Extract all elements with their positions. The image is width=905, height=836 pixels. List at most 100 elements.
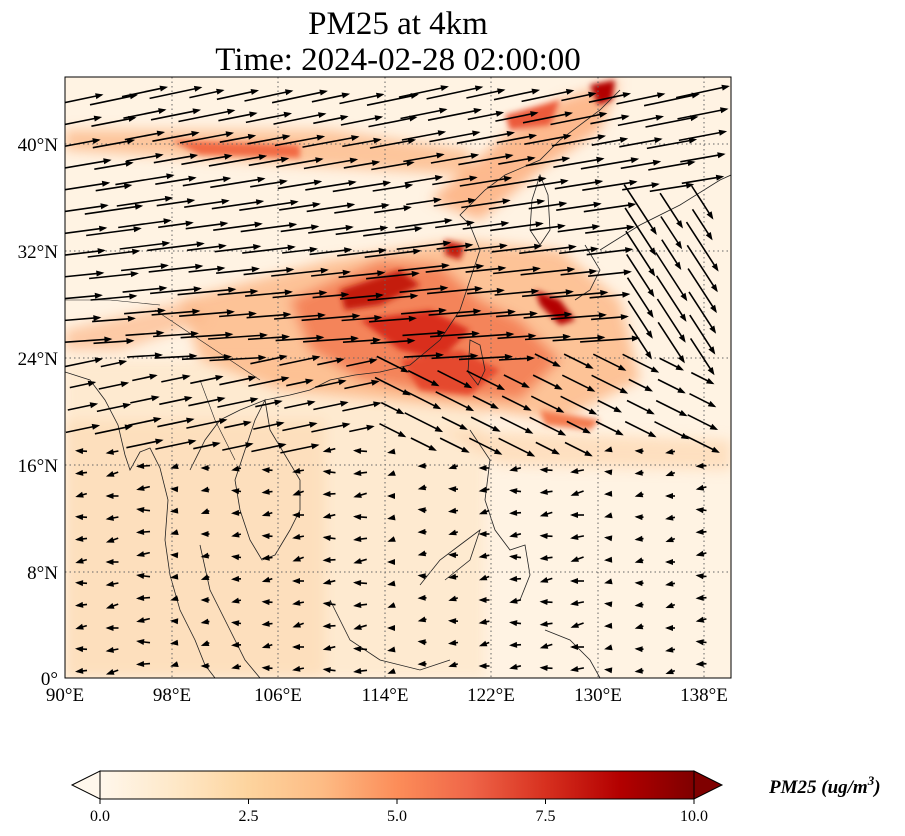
wind-arrow xyxy=(177,288,235,296)
wind-arrow-head xyxy=(200,618,209,625)
wind-arrow xyxy=(402,331,444,337)
wind-arrow xyxy=(398,86,448,98)
wind-arrow xyxy=(550,112,606,126)
wind-arrow-head xyxy=(387,493,395,499)
wind-arrow-head xyxy=(312,355,321,362)
wind-arrow-head xyxy=(408,315,417,322)
wind-arrow-head xyxy=(94,357,103,364)
wind-arrow-head xyxy=(404,182,414,189)
wind-arrow-head xyxy=(448,618,457,625)
wind-arrow-head xyxy=(448,529,457,536)
wind-arrow-head xyxy=(348,180,357,186)
wind-arrow xyxy=(525,157,569,167)
wind-arrow-head xyxy=(322,579,332,585)
wind-arrow xyxy=(648,161,694,171)
wind-arrow-head xyxy=(353,624,362,630)
wind-arrow-head xyxy=(634,535,643,542)
wind-arrow xyxy=(126,439,162,449)
wind-arrow-head xyxy=(170,661,179,667)
wind-arrow-head xyxy=(501,220,510,227)
wind-arrow-head xyxy=(470,353,479,360)
wind-arrow-head xyxy=(478,618,487,625)
wind-arrow-head xyxy=(105,647,114,653)
wind-arrow-head xyxy=(261,488,270,495)
wind-arrow xyxy=(496,134,536,144)
wind-arrow xyxy=(148,265,202,273)
wind-arrow xyxy=(559,247,597,255)
wind-arrow xyxy=(179,311,233,317)
wind-arrow-head xyxy=(366,424,375,431)
wind-arrow-head xyxy=(287,244,296,251)
wind-arrow-head xyxy=(101,180,111,187)
wind-arrow-head xyxy=(434,175,444,181)
wind-arrow-head xyxy=(568,244,577,251)
wind-arrow xyxy=(180,333,232,339)
wind-arrow-head xyxy=(353,470,362,476)
wind-arrow xyxy=(280,225,318,233)
wind-arrow-head xyxy=(105,581,114,587)
wind-arrow-head xyxy=(387,470,396,476)
wind-arrow xyxy=(367,295,417,301)
wind-arrow-head xyxy=(282,134,291,141)
wind-arrow-head xyxy=(93,315,102,322)
wind-arrow-head xyxy=(378,247,387,254)
wind-arrow-head xyxy=(528,333,537,340)
wind-arrow-head xyxy=(428,444,437,451)
wind-arrow-head xyxy=(509,575,518,582)
wind-arrow-head xyxy=(570,512,578,518)
wind-arrow-head xyxy=(604,469,613,476)
wind-arrow-head xyxy=(200,531,209,537)
wind-arrow-head xyxy=(94,292,103,299)
wind-arrow xyxy=(187,244,225,252)
wind-arrow-head xyxy=(539,621,548,627)
wind-arrow xyxy=(209,356,265,362)
wind-arrow-head xyxy=(634,448,643,455)
wind-arrow-head xyxy=(344,247,353,254)
wind-arrow-head xyxy=(105,559,114,565)
wind-arrow-head xyxy=(292,512,300,518)
wind-arrow xyxy=(275,336,323,342)
wind-arrow xyxy=(245,291,291,297)
wind-arrow-head xyxy=(350,335,359,342)
wind-arrow-head xyxy=(231,488,240,495)
wind-arrow-head xyxy=(225,131,234,138)
wind-arrow-head xyxy=(507,309,516,316)
wind-arrow-head xyxy=(496,287,505,294)
wind-arrow-head xyxy=(651,182,660,189)
wind-arrow xyxy=(271,269,327,277)
wind-arrow-head xyxy=(413,248,422,255)
wind-arrow-head xyxy=(539,643,549,649)
wind-arrow-head xyxy=(75,580,84,587)
wind-arrow xyxy=(250,355,286,365)
wind-arrow xyxy=(685,435,719,453)
wind-arrow-head xyxy=(351,135,360,141)
wind-arrow-head xyxy=(248,311,257,317)
wind-arrow xyxy=(185,222,227,230)
lat-tick-label: 0° xyxy=(41,669,58,690)
wind-arrow-head xyxy=(151,395,160,402)
wind-arrow xyxy=(678,130,726,142)
wind-arrow-head xyxy=(322,469,331,475)
wind-arrow-head xyxy=(309,421,318,428)
pm25-field xyxy=(65,77,731,678)
wind-arrow-head xyxy=(718,129,728,136)
wind-arrow xyxy=(432,176,476,186)
wind-arrow-head xyxy=(200,663,209,669)
wind-arrow-head xyxy=(231,597,240,604)
wind-arrow-head xyxy=(322,667,331,673)
wind-arrow-head xyxy=(217,396,226,403)
wind-arrow xyxy=(338,271,384,279)
wind-arrow xyxy=(181,154,231,166)
wind-arrow-head xyxy=(706,211,714,220)
wind-arrow-head xyxy=(243,420,252,427)
wind-arrow xyxy=(427,287,481,295)
wind-arrow-head xyxy=(570,578,578,584)
wind-arrow xyxy=(219,376,255,386)
wind-arrow-head xyxy=(250,89,259,95)
wind-arrow-head xyxy=(316,334,325,341)
wind-arrow-head xyxy=(223,354,232,360)
wind-arrow-head xyxy=(622,291,631,298)
wind-arrow xyxy=(213,223,261,231)
wind-arrow-head xyxy=(218,243,227,250)
wind-arrow-head xyxy=(711,263,719,272)
